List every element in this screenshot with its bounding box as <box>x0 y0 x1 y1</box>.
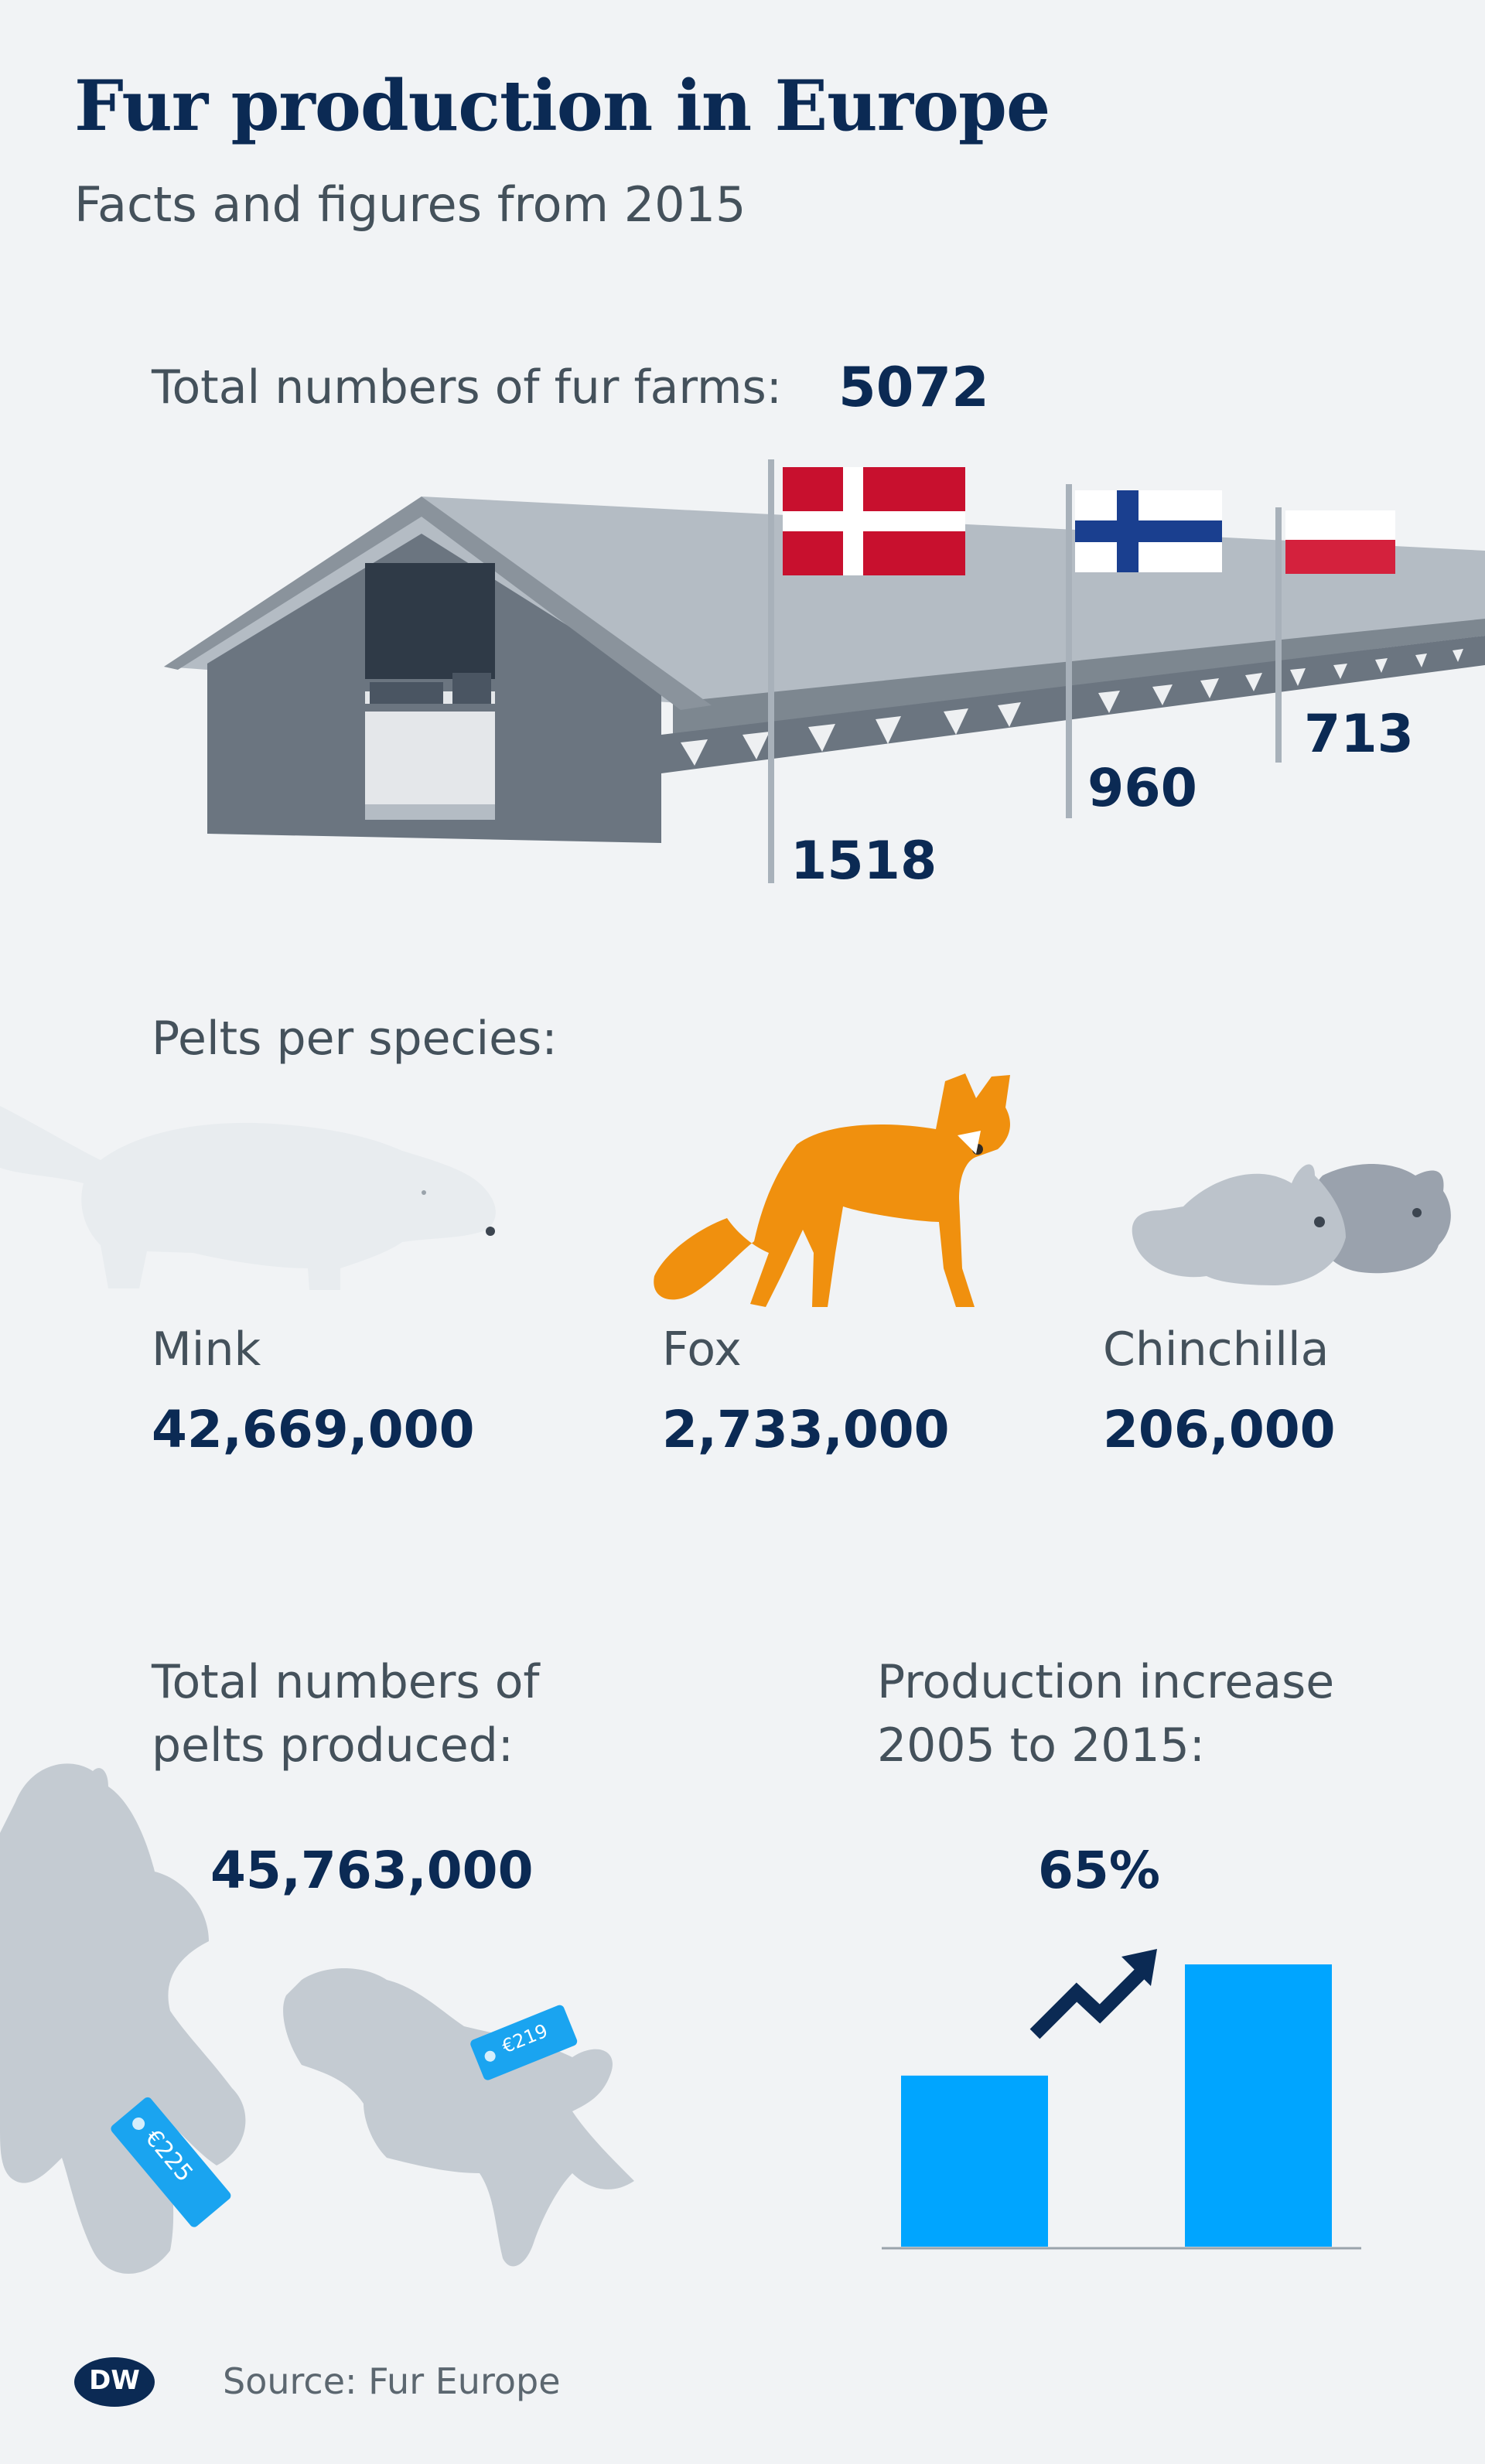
denmark-farms-value: 1518 <box>790 831 937 892</box>
species-label: Pelts per species: <box>152 1012 558 1066</box>
price-tag-219 <box>470 2005 578 2080</box>
species-mink-value: 42,669,000 <box>152 1400 475 1459</box>
pelts-label-line1: Total numbers of <box>152 1655 540 1709</box>
page-subtitle: Facts and figures from 2015 <box>74 176 746 233</box>
chinchilla-icon <box>1132 1164 1451 1285</box>
fox-icon <box>654 1073 1010 1307</box>
increase-label-line2: 2005 to 2015: <box>877 1718 1205 1773</box>
species-mink-name: Mink <box>152 1322 261 1377</box>
poland-flag <box>1285 510 1395 574</box>
species-fox-name: Fox <box>662 1322 742 1377</box>
page-title: Fur production in Europe <box>74 65 1050 147</box>
finland-flag <box>1075 490 1222 572</box>
price-tag-225 <box>111 2097 231 2227</box>
pelts-total: 45,763,000 <box>210 1841 534 1900</box>
trend-arrow-icon <box>1029 1949 1157 2039</box>
poland-farms-value: 713 <box>1304 704 1414 765</box>
species-fox-value: 2,733,000 <box>662 1400 950 1459</box>
source-note: Source: Fur Europe <box>223 2360 561 2402</box>
dw-logo-icon <box>74 2357 155 2407</box>
finland-farms-value: 960 <box>1087 758 1197 819</box>
pelts-label-line2: pelts produced: <box>152 1718 514 1773</box>
fur-farms-label: Total numbers of fur farms: <box>152 360 782 415</box>
species-chinchilla-value: 206,000 <box>1103 1400 1336 1459</box>
mink-icon <box>0 1106 496 1290</box>
bar-2015 <box>1185 1964 1332 2247</box>
denmark-flag <box>783 467 965 575</box>
pelt-right-icon <box>283 1968 634 2267</box>
increase-label-line1: Production increase <box>877 1655 1335 1709</box>
fur-farms-total: 5072 <box>838 356 989 419</box>
species-chinchilla-name: Chinchilla <box>1103 1322 1330 1377</box>
increase-percent: 65% <box>1038 1841 1160 1900</box>
bar-2005 <box>901 2075 1048 2247</box>
pelt-left-icon <box>0 1763 246 2274</box>
dw-logo-text: DW <box>89 2365 140 2396</box>
